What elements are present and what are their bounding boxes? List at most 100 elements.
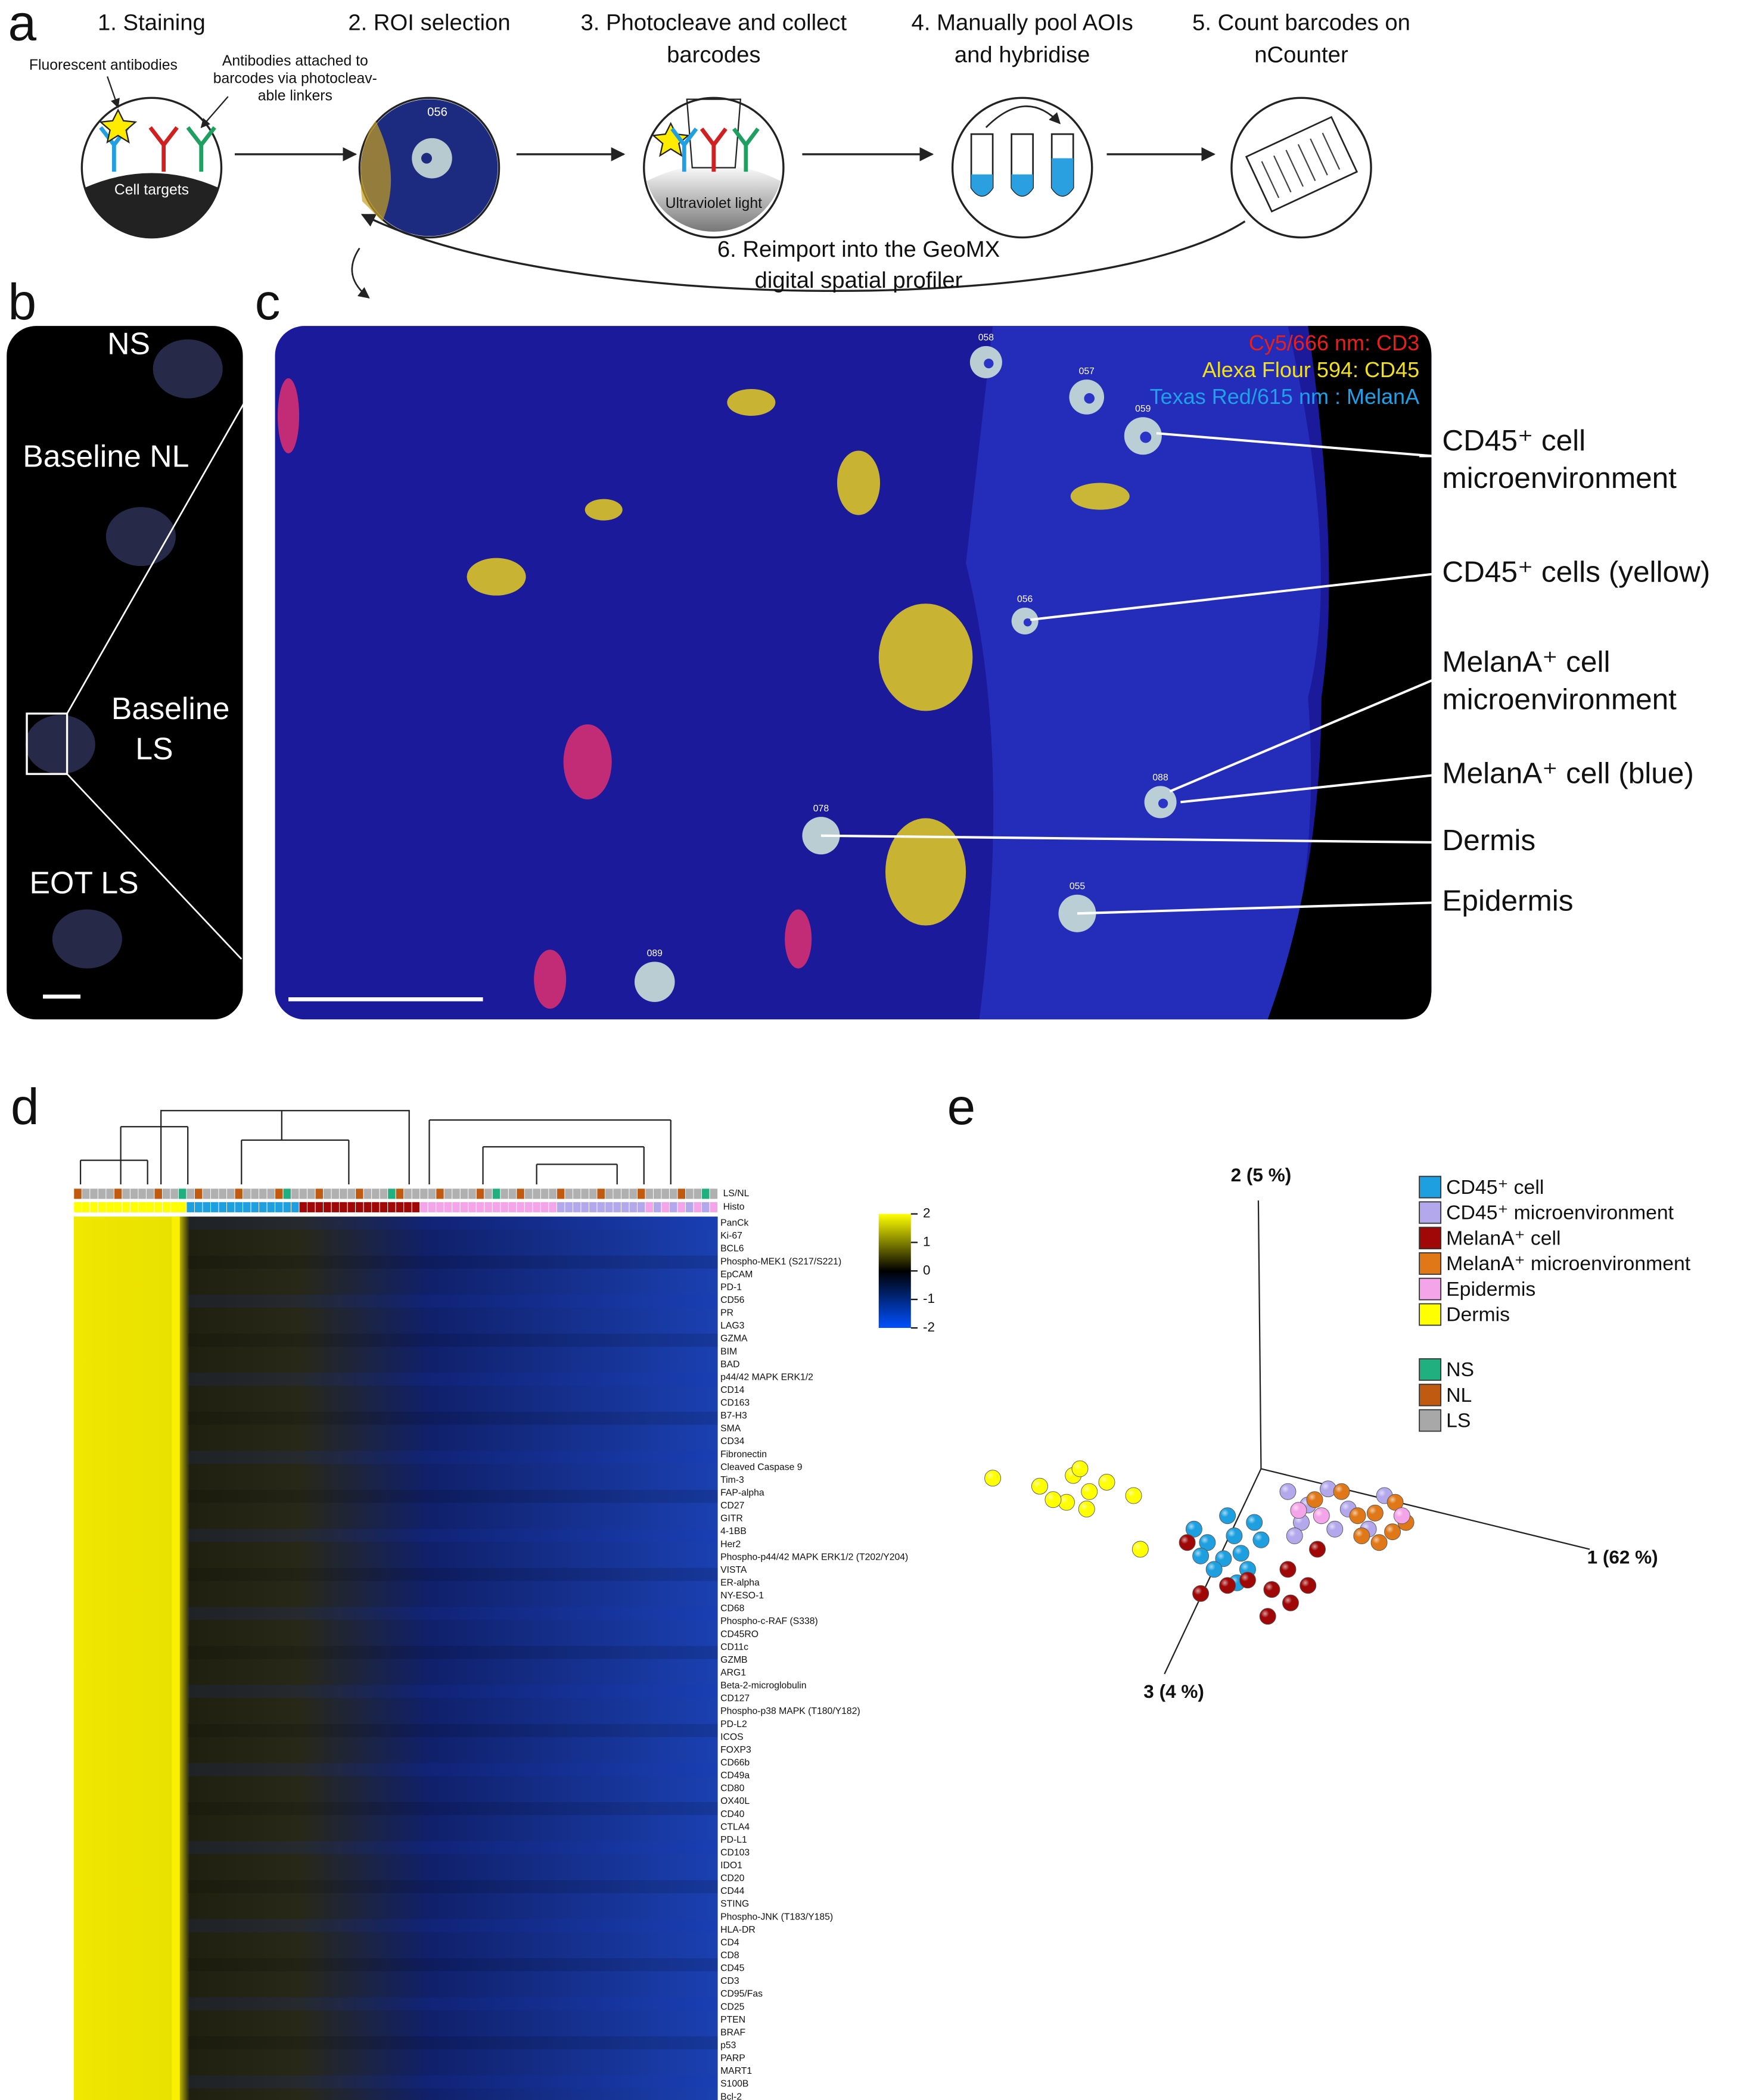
- track-cell: [572, 1188, 582, 1200]
- marker-label: CD95/Fas: [720, 1989, 763, 1999]
- step-label: nCounter: [1254, 42, 1348, 68]
- note-arrow: [107, 76, 120, 108]
- step-label: 6. Reimport into the GeoMX: [717, 237, 1000, 262]
- track-cell: [677, 1188, 686, 1200]
- track-cell: [596, 1188, 605, 1200]
- track-cell: [629, 1188, 638, 1200]
- track-cell: [540, 1201, 549, 1213]
- pca-point-shine: [1388, 1495, 1397, 1504]
- pca-point-shine: [1082, 1485, 1091, 1493]
- track-cell: [621, 1201, 630, 1213]
- track-cell: [411, 1188, 421, 1200]
- pca-point-shine: [1133, 1542, 1142, 1551]
- step-label: 5. Count barcodes on: [1192, 10, 1410, 36]
- track-cell: [556, 1188, 565, 1200]
- step-label: digital spatial profiler: [755, 267, 963, 293]
- pca-point-shine: [1283, 1596, 1292, 1604]
- marker-label: p53: [720, 2040, 736, 2051]
- track-cell: [548, 1201, 557, 1213]
- note: Antibodies attached to: [222, 53, 368, 69]
- track-cell: [403, 1188, 412, 1200]
- pca-point-shine: [1265, 1582, 1273, 1591]
- marker-label: VISTA: [720, 1565, 747, 1575]
- track-cell: [436, 1201, 444, 1213]
- pca-point-shine: [1193, 1549, 1202, 1558]
- marker-label: LAG3: [720, 1321, 745, 1331]
- track-cell: [709, 1188, 719, 1200]
- channel-label: Texas Red/615 nm : MelanA: [1150, 384, 1419, 409]
- track-cell: [524, 1201, 533, 1213]
- tissue-section: [153, 339, 223, 399]
- marker-label: ER-alpha: [720, 1578, 760, 1588]
- pca-point-shine: [1281, 1563, 1289, 1571]
- marker-label: Cleaved Caspase 9: [720, 1462, 803, 1472]
- marker-label: SMA: [720, 1424, 741, 1434]
- roi-id: 055: [1070, 881, 1086, 891]
- track-cell: [250, 1201, 259, 1213]
- heatmap-texture: [188, 1567, 718, 1581]
- marker-label: Phospho-c-RAF (S338): [720, 1616, 818, 1626]
- track-cell: [363, 1201, 372, 1213]
- roi-center: [1158, 798, 1168, 808]
- track-cell: [194, 1201, 203, 1213]
- annotation-label: microenvironment: [1442, 683, 1677, 716]
- marker-label: CD27: [720, 1501, 744, 1511]
- legend-label: MelanA⁺ cell: [1446, 1227, 1560, 1249]
- antibody: [670, 127, 698, 172]
- colorbar-tick-label: 0: [923, 1262, 931, 1277]
- roi-id: 057: [1079, 366, 1095, 377]
- track-cell: [105, 1188, 114, 1200]
- colorbar-tick-label: 2: [923, 1206, 931, 1221]
- track-cell: [669, 1201, 678, 1213]
- marker-label: GZMB: [720, 1655, 748, 1665]
- pool-arrow: [985, 105, 1061, 128]
- marker-label: STING: [720, 1899, 749, 1909]
- marker-label: BRAF: [720, 2027, 745, 2037]
- track-cell: [604, 1201, 614, 1213]
- marker-label: Ki-67: [720, 1231, 742, 1241]
- track-cell: [331, 1188, 340, 1200]
- track-cell: [154, 1201, 163, 1213]
- pca-point-shine: [1073, 1462, 1081, 1470]
- marker-label: ICOS: [720, 1732, 744, 1742]
- track-cell: [596, 1201, 605, 1213]
- marker-label: PanCk: [720, 1218, 748, 1228]
- cartridge-lane: [1261, 161, 1280, 198]
- fluor-star: [651, 122, 690, 157]
- roi-id: 059: [1135, 404, 1151, 414]
- track-cell: [299, 1201, 308, 1213]
- pca-point-shine: [1059, 1495, 1068, 1504]
- colorbar-tick-label: 1: [923, 1234, 931, 1249]
- reimport-arrow: [360, 213, 1246, 292]
- heatmap-texture: [188, 2036, 718, 2049]
- track-label: LS/NL: [723, 1189, 750, 1199]
- track-cell: [588, 1188, 598, 1200]
- pca-point-shine: [1301, 1579, 1310, 1587]
- annotation-line: [1156, 432, 1433, 458]
- track-cell: [516, 1188, 525, 1200]
- track-cell: [226, 1188, 235, 1200]
- track-cell: [275, 1201, 284, 1213]
- track-cell: [129, 1188, 139, 1200]
- uv-beam: [686, 98, 742, 169]
- outside: [1267, 326, 1432, 1020]
- tissue-panel: [7, 326, 243, 1020]
- track-cell: [452, 1188, 461, 1200]
- track-cell: [701, 1201, 710, 1213]
- marker-label: Phospho-MEK1 (S217/S221): [720, 1256, 841, 1267]
- pca-point-shine: [1368, 1506, 1377, 1514]
- heatmap-texture: [188, 1919, 718, 1933]
- tissue-section: [105, 507, 176, 567]
- track-cell: [645, 1188, 654, 1200]
- marker-label: BIM: [720, 1346, 737, 1357]
- heatmap-texture: [188, 2075, 718, 2089]
- marker-label: CD45RO: [720, 1629, 758, 1639]
- marker-label: CD25: [720, 2002, 745, 2012]
- legend-label: Epidermis: [1446, 1278, 1535, 1301]
- cd3-cluster: [563, 724, 612, 799]
- track-cell: [508, 1188, 517, 1200]
- track-cell: [234, 1188, 243, 1200]
- track-cell: [145, 1188, 155, 1200]
- track-cell: [138, 1201, 147, 1213]
- cartridge-lane: [1285, 150, 1304, 187]
